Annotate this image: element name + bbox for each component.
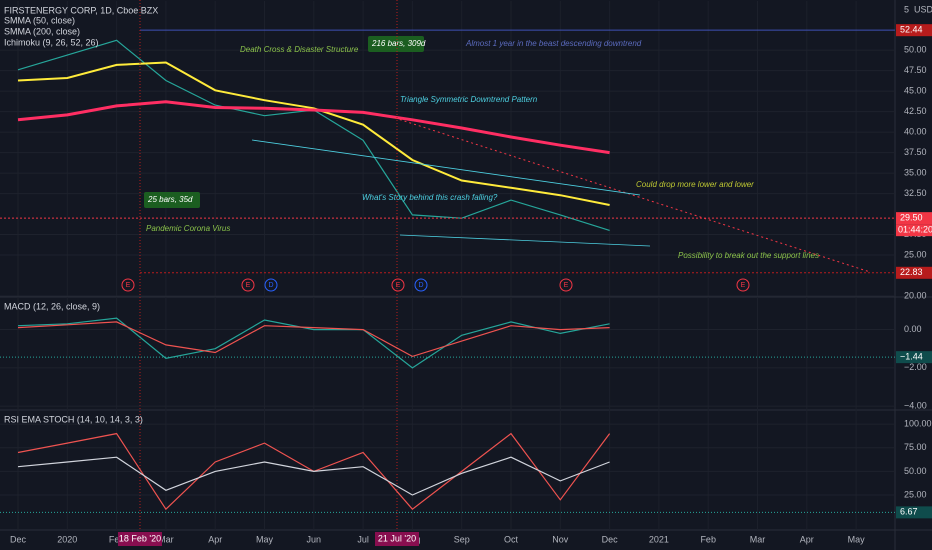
event-label: E <box>741 282 746 289</box>
event-marker <box>121 278 135 292</box>
y-tick-label: 37.50 <box>904 147 927 157</box>
event-marker <box>264 278 278 292</box>
event-marker <box>414 278 428 292</box>
countdown-bg <box>896 224 932 237</box>
event-marker <box>241 278 255 292</box>
price-label: 22.83 <box>900 267 923 277</box>
date-label: 18 Feb '20 <box>119 533 161 543</box>
x-tick-label: Oct <box>504 534 519 544</box>
event-marker <box>391 278 405 292</box>
price-label-bg <box>896 266 932 279</box>
event-label: E <box>126 282 131 289</box>
y-tick-label: 32.50 <box>904 188 927 198</box>
currency: USD <box>914 4 932 14</box>
x-tick-label: Dec <box>602 534 619 544</box>
annotation: Almost 1 year in the beast descending do… <box>465 39 642 48</box>
y-tick-label: 25.00 <box>904 489 927 499</box>
x-tick-label: May <box>256 534 274 544</box>
legend-entry: Ichimoku (9, 26, 52, 26) <box>4 37 99 47</box>
series-line <box>17 317 610 369</box>
x-tick-label: Apr <box>208 534 222 544</box>
annotation: What's Story behind this crash falling? <box>362 193 498 202</box>
series-line <box>17 456 610 496</box>
legend-entry: SMMA (50, close) <box>4 15 75 25</box>
pane-title: MACD (12, 26, close, 9) <box>4 301 100 311</box>
pane-title: RSI EMA STOCH (14, 10, 14, 3, 3) <box>4 414 143 424</box>
series-line <box>17 321 610 358</box>
y-tick-label: 0.00 <box>904 324 922 334</box>
x-tick-label: Jul <box>357 534 369 544</box>
y-tick-label: 35.00 <box>904 167 927 177</box>
y-tick-label: 47.50 <box>904 65 927 75</box>
trend-line <box>251 139 641 196</box>
x-tick-label: Mar <box>158 534 174 544</box>
annotation: Pandemic Corona Virus <box>146 224 230 233</box>
annotation: 25 bars, 35d <box>147 195 193 204</box>
x-tick-label: 2020 <box>57 534 77 544</box>
y-tick-label: −2.00 <box>904 362 927 372</box>
x-tick-label: Jun <box>307 534 322 544</box>
series-line <box>17 61 610 206</box>
event-label: D <box>268 282 273 289</box>
y-tick-label: 50.00 <box>904 45 927 55</box>
pane-title: FIRSTENERGY CORP, 1D, Cboe BZX <box>4 5 158 15</box>
y-tick-label: 75.00 <box>904 442 927 452</box>
event-label: E <box>564 282 569 289</box>
annotation-box <box>368 36 424 52</box>
last-value-bg <box>896 506 932 519</box>
price-label-bg <box>896 212 932 225</box>
event-marker <box>736 278 750 292</box>
x-tick-label: Sep <box>454 534 470 544</box>
trend-line <box>394 117 871 273</box>
header-right: 5 <box>904 4 909 14</box>
series-line <box>17 100 610 155</box>
annotation: Triangle Symmetric Downtrend Pattern <box>400 95 538 104</box>
x-tick-label: May <box>848 534 866 544</box>
legend-entry: SMMA (200, close) <box>4 26 80 36</box>
y-tick-label: −4.00 <box>904 401 927 411</box>
event-marker <box>559 278 573 292</box>
y-tick-label: 25.00 <box>904 249 927 259</box>
annotation: Possibility to break out the support lin… <box>678 251 819 260</box>
y-tick-label: 100.00 <box>904 419 932 429</box>
date-label: 21 Jul '20 <box>378 533 416 543</box>
annotation-box <box>144 192 200 208</box>
x-tick-label: Feb <box>700 534 716 544</box>
annotation: Death Cross & Disaster Structure <box>240 45 359 54</box>
last-value-label: 6.67 <box>900 507 918 517</box>
y-tick-label: 45.00 <box>904 86 927 96</box>
event-label: E <box>396 282 401 289</box>
price-label: 52.44 <box>900 25 923 35</box>
date-label-bg <box>118 532 162 546</box>
y-tick-label: 20.00 <box>904 290 927 300</box>
x-tick-label: Mar <box>750 534 766 544</box>
price-label-bg <box>896 24 932 37</box>
event-label: D <box>418 282 423 289</box>
y-tick-label: 40.00 <box>904 126 927 136</box>
x-tick-label: Dec <box>10 534 27 544</box>
countdown: 01:44:20 <box>898 225 932 235</box>
price-label: 29.50 <box>900 213 923 223</box>
x-tick-label: Nov <box>552 534 569 544</box>
last-value-label: −1.44 <box>900 352 923 362</box>
x-tick-label: Apr <box>800 534 814 544</box>
annotation: Could drop more lower and lower <box>636 180 754 189</box>
y-tick-label: 42.50 <box>904 106 927 116</box>
event-label: E <box>246 282 251 289</box>
date-label-bg <box>375 532 419 546</box>
last-value-bg <box>896 351 932 364</box>
x-tick-label: 2021 <box>649 534 669 544</box>
annotation: 216 bars, 309d <box>371 39 426 48</box>
y-tick-label: 50.00 <box>904 466 927 476</box>
trend-line <box>399 234 651 247</box>
x-tick-label: Feb <box>109 534 125 544</box>
